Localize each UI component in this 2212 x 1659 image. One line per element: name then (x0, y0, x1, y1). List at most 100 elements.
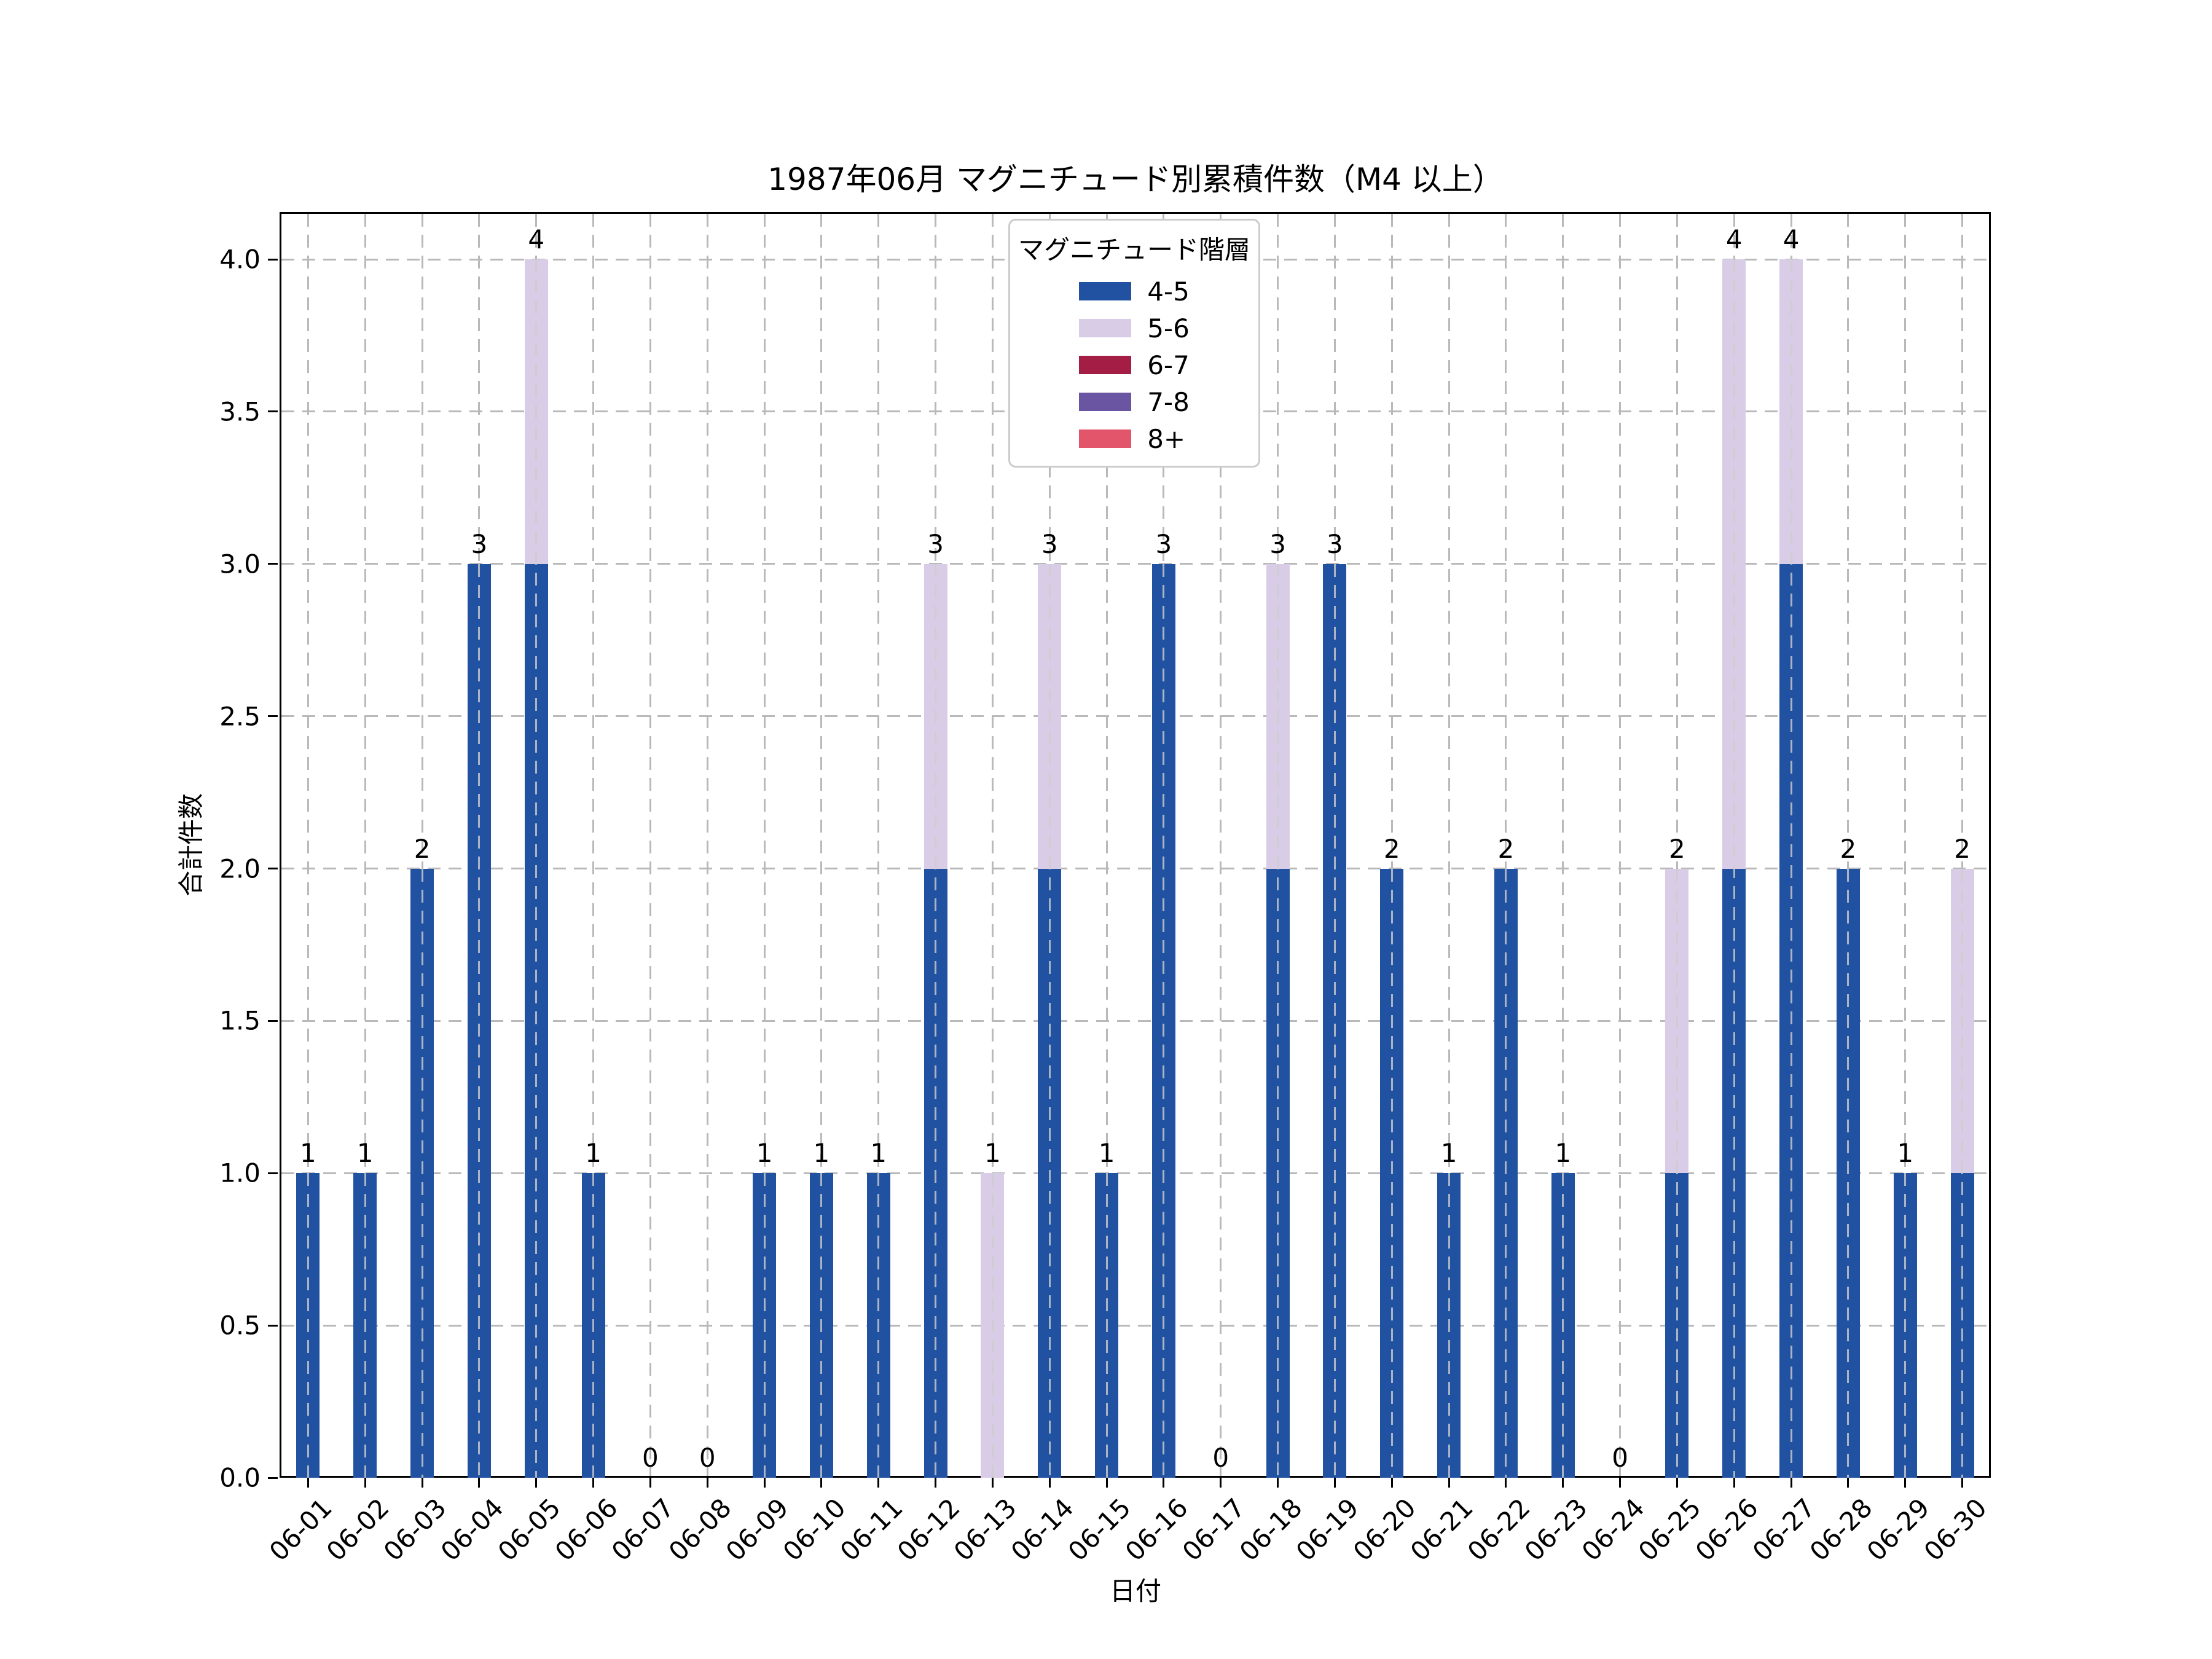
x-tick (1333, 1478, 1336, 1488)
bar (1380, 868, 1404, 1478)
bar (296, 1173, 320, 1478)
gridline-x-over-bar (1448, 1173, 1450, 1478)
x-tick-label: 06-28 (1803, 1492, 1878, 1567)
bar (1950, 868, 1974, 1478)
x-tick-label: 06-10 (777, 1492, 852, 1567)
gridline-y (281, 1172, 1989, 1174)
x-axis-label: 日付 (1109, 1576, 1162, 1606)
bar (924, 563, 947, 1478)
gridline-x-over-bar (478, 563, 480, 1478)
bar-total-label: 1 (356, 1138, 374, 1169)
x-tick (1961, 1478, 1964, 1488)
gridline-x-over-bar (1676, 868, 1678, 1478)
bar-total-label: 1 (870, 1138, 887, 1169)
bar-total-label: 1 (585, 1138, 602, 1169)
gridline-x-over-bar (307, 1173, 309, 1478)
gridline-x-over-bar (364, 1173, 366, 1478)
x-tick (592, 1478, 595, 1488)
x-tick (535, 1478, 538, 1488)
legend-item: 7-8 (1079, 383, 1190, 420)
gridline-x (877, 214, 880, 1476)
y-tick (268, 868, 278, 869)
x-tick-label: 06-17 (1176, 1492, 1251, 1567)
gridline-x (1619, 214, 1622, 1476)
x-tick (1733, 1478, 1735, 1488)
x-tick-label: 06-23 (1518, 1492, 1593, 1567)
gridline-x-over-bar (1961, 868, 1964, 1478)
gridline-x-over-bar (1277, 563, 1279, 1478)
bar-total-label: 0 (699, 1443, 716, 1473)
x-tick (1163, 1478, 1165, 1488)
x-tick (1048, 1478, 1051, 1488)
x-tick-label: 06-15 (1062, 1492, 1137, 1567)
x-tick (1790, 1478, 1792, 1488)
bar-total-label: 0 (642, 1443, 659, 1473)
bar-total-label: 3 (471, 528, 488, 559)
x-tick-label: 06-09 (720, 1492, 794, 1567)
x-tick (649, 1478, 651, 1488)
gridline-x-over-bar (592, 1173, 595, 1478)
x-tick-label: 06-21 (1404, 1492, 1479, 1567)
y-tick-label: 3.5 (219, 396, 261, 427)
gridline-x-over-bar (535, 259, 538, 1478)
bar-total-label: 1 (984, 1138, 1001, 1169)
gridline-y (281, 1019, 1989, 1022)
x-tick (706, 1478, 708, 1488)
gridline-x-over-bar (1390, 868, 1393, 1478)
legend-title: マグニチュード階層 (1018, 235, 1250, 265)
y-tick (268, 715, 278, 718)
gridline-x (421, 214, 423, 1476)
bar (866, 1173, 890, 1478)
x-tick-label: 06-18 (1233, 1492, 1308, 1567)
x-tick-label: 06-12 (891, 1492, 966, 1567)
x-tick (1390, 1478, 1393, 1488)
x-tick (421, 1478, 423, 1488)
x-tick (1448, 1478, 1450, 1488)
x-tick (364, 1478, 366, 1488)
bar-total-label: 2 (1669, 833, 1685, 864)
legend-swatch (1079, 356, 1132, 374)
x-tick-label: 06-29 (1861, 1492, 1936, 1567)
bar-total-label: 0 (1212, 1443, 1230, 1473)
bar-total-label: 1 (756, 1138, 773, 1169)
x-tick (1847, 1478, 1849, 1488)
bar (410, 868, 434, 1478)
y-tick-label: 4.0 (219, 244, 261, 275)
x-tick-label: 06-24 (1575, 1492, 1650, 1567)
bar (809, 1173, 833, 1478)
gridline-y (281, 868, 1989, 869)
x-tick-label: 06-06 (549, 1492, 624, 1567)
plot-area (280, 212, 1991, 1478)
gridline-x-over-bar (1562, 1173, 1564, 1478)
gridline-x (1448, 214, 1450, 1476)
gridline-x-over-bar (991, 1173, 994, 1478)
legend-swatch (1079, 319, 1132, 337)
x-tick-label: 06-05 (492, 1492, 567, 1567)
x-tick (991, 1478, 994, 1488)
bar-total-label: 3 (1327, 528, 1343, 559)
x-tick-label: 06-04 (434, 1492, 509, 1567)
y-tick (268, 258, 278, 261)
bar-total-label: 3 (1041, 528, 1058, 559)
x-tick-label: 06-01 (264, 1492, 339, 1567)
legend-swatch (1079, 282, 1132, 300)
gridline-x-over-bar (763, 1173, 766, 1478)
bar (1665, 868, 1689, 1478)
bar (1266, 563, 1290, 1478)
gridline-x (649, 214, 651, 1476)
gridline-x (1904, 214, 1907, 1476)
y-tick (268, 563, 278, 565)
legend-item: 5-6 (1079, 310, 1190, 347)
y-tick (268, 1019, 278, 1022)
gridline-x (592, 214, 595, 1476)
bar-total-label: 2 (1497, 833, 1515, 864)
x-tick-label: 06-11 (834, 1492, 909, 1567)
x-tick-label: 06-26 (1689, 1492, 1764, 1567)
gridline-y (281, 715, 1989, 718)
legend-item-label: 4-5 (1147, 276, 1190, 307)
gridline-x-over-bar (877, 1173, 880, 1478)
bar (1893, 1173, 1917, 1478)
bar-total-label: 0 (1612, 1443, 1628, 1473)
bar (1323, 563, 1347, 1478)
gridline-x (820, 214, 823, 1476)
